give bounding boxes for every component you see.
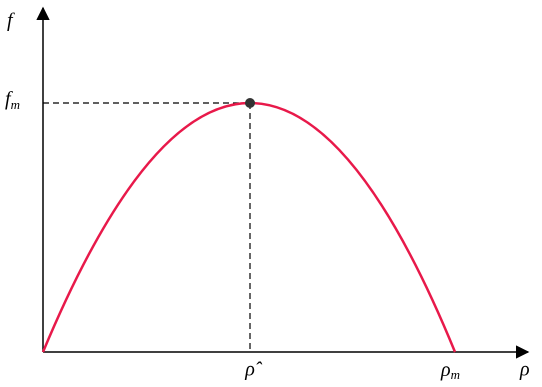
y-axis-label: f <box>7 10 15 32</box>
critical-density-label: ρ̂ <box>244 359 263 381</box>
peak-point <box>245 98 255 108</box>
peak-flow-label: fm <box>5 88 20 112</box>
max-density-sub: m <box>451 367 460 382</box>
max-density-label: ρm <box>440 359 460 382</box>
flow-curve <box>41 101 457 353</box>
peak-flow-sub: m <box>11 97 20 112</box>
max-density-main: ρ <box>440 359 451 381</box>
peak-flow-main: f <box>5 88 13 110</box>
x-axis-label: ρ <box>519 359 530 381</box>
